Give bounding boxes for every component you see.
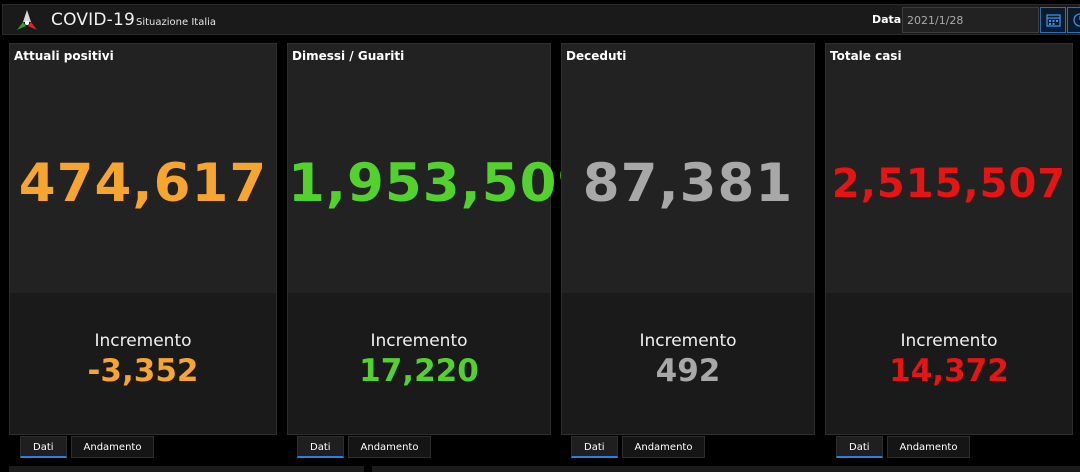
tab-dati[interactable]: Dati — [297, 436, 344, 458]
tabs-dimessi-guariti: Dati Andamento — [297, 436, 432, 458]
increment-value: -3,352 — [87, 353, 199, 389]
date-input[interactable] — [902, 7, 1039, 33]
tab-andamento[interactable]: Andamento — [886, 436, 971, 458]
panel-deceduti: Deceduti 87,381 Incremento 492 — [561, 43, 815, 435]
panel-attuali-positivi: Attuali positivi 474,617 Incremento -3,3… — [9, 43, 277, 435]
increment-label: Incremento — [370, 331, 468, 351]
panel-dimessi-guariti: Dimessi / Guariti 1,953,509 Incremento 1… — [287, 43, 596, 435]
panel-increment-section: Incremento 17,220 — [288, 293, 550, 434]
bottom-panel-edge — [9, 466, 364, 472]
clock-icon — [1073, 13, 1080, 27]
app-title: COVID-19 — [51, 10, 136, 30]
panel-totale-casi: Totale casi 2,515,507 Incremento 14,372 — [825, 43, 1073, 435]
panel-increment-section: Incremento 14,372 — [826, 293, 1072, 434]
app-subtitle: Situazione Italia — [136, 17, 217, 28]
panel-title: Dimessi / Guariti — [292, 49, 405, 63]
tabs-attuali-positivi: Dati Andamento — [20, 436, 155, 458]
bottom-panel-edge — [372, 466, 1080, 472]
tab-dati[interactable]: Dati — [20, 436, 67, 458]
panel-value: 2,515,507 — [831, 161, 1067, 207]
panel-value: 1,953,509 — [288, 153, 596, 214]
panel-increment-section: Incremento 492 — [562, 293, 814, 434]
tabs-deceduti: Dati Andamento — [571, 436, 706, 458]
increment-label: Incremento — [94, 331, 192, 351]
calendar-button[interactable] — [1040, 7, 1066, 33]
tab-andamento[interactable]: Andamento — [70, 436, 155, 458]
increment-label: Incremento — [639, 331, 737, 351]
increment-value: 17,220 — [359, 353, 479, 389]
panel-title: Totale casi — [830, 49, 902, 63]
tabs-totale-casi: Dati Andamento — [836, 436, 971, 458]
increment-label: Incremento — [900, 331, 998, 351]
calendar-icon — [1046, 14, 1061, 27]
panel-title: Deceduti — [566, 49, 627, 63]
panel-title: Attuali positivi — [14, 49, 114, 63]
tab-andamento[interactable]: Andamento — [621, 436, 706, 458]
increment-value: 14,372 — [889, 353, 1009, 389]
panel-value: 474,617 — [18, 153, 268, 214]
panel-value: 87,381 — [582, 153, 794, 214]
panel-increment-section: Incremento -3,352 — [10, 293, 276, 434]
tab-dati[interactable]: Dati — [571, 436, 618, 458]
date-label: Data — [872, 13, 902, 26]
clock-button[interactable] — [1067, 7, 1080, 33]
app-header: COVID-19 Situazione Italia Data — [2, 4, 1080, 35]
logo-icon — [17, 10, 37, 30]
tab-dati[interactable]: Dati — [836, 436, 883, 458]
increment-value: 492 — [655, 353, 721, 389]
tab-andamento[interactable]: Andamento — [347, 436, 432, 458]
